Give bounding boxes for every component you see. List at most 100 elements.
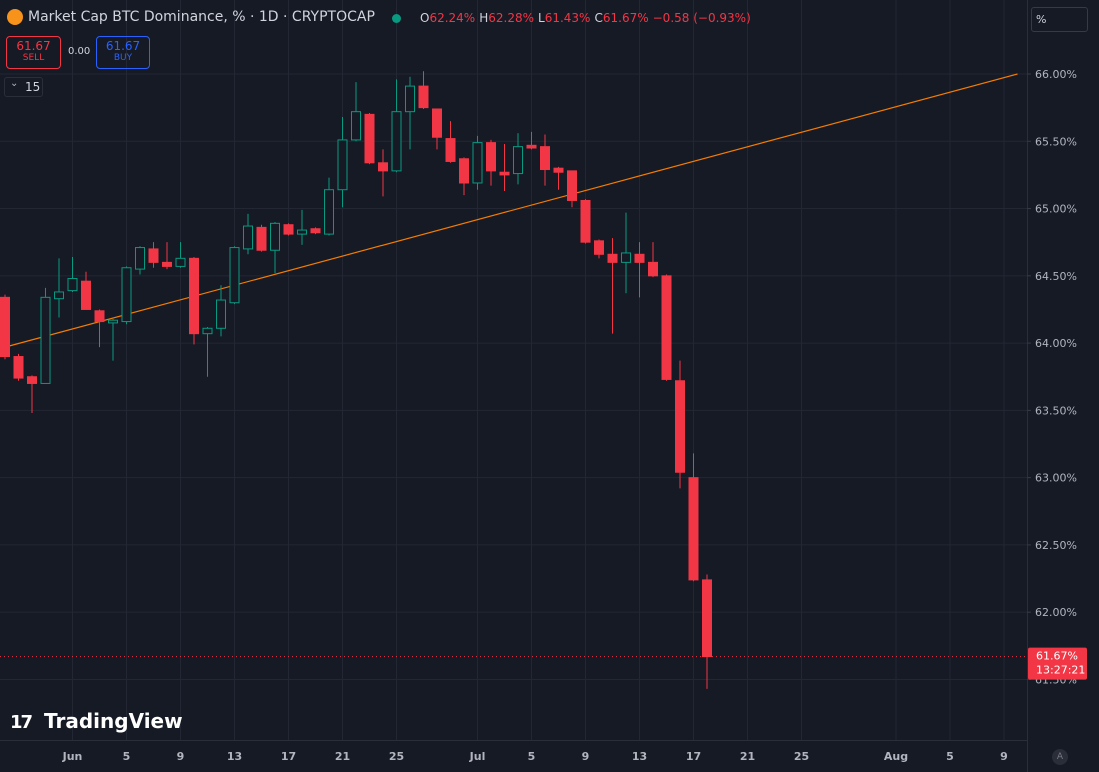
x-tick-label: 13 — [227, 750, 242, 763]
candle-body — [94, 310, 105, 323]
x-tick-label: 21 — [335, 750, 350, 763]
ohlc-key: L — [538, 11, 545, 25]
y-tick-label: 65.50% — [1035, 135, 1077, 148]
x-tick-label: 5 — [123, 750, 131, 763]
status-dot — [392, 14, 401, 23]
x-tick-label: 13 — [632, 750, 647, 763]
candle-body — [607, 253, 618, 263]
candle-body — [13, 356, 24, 379]
y-tick-label: 64.50% — [1035, 270, 1077, 283]
y-tick-label: 62.50% — [1035, 539, 1077, 552]
x-tick-label: Aug — [884, 750, 908, 763]
candle-body — [405, 85, 415, 113]
x-tick-label: 17 — [281, 750, 296, 763]
plot — [0, 71, 1027, 689]
candle-body — [270, 222, 280, 251]
candle-body — [594, 240, 604, 255]
buy-price: 61.67 — [105, 39, 141, 53]
change: −0.58 (−0.93%) — [652, 11, 751, 25]
candle-body — [0, 296, 10, 358]
scale-mode: % — [1036, 13, 1047, 26]
candle-body — [526, 144, 537, 149]
auto-scale-button[interactable]: A — [1052, 749, 1068, 765]
candle-body — [486, 142, 496, 172]
x-tick-label: Jul — [469, 750, 486, 763]
x-tick-label: 21 — [740, 750, 755, 763]
y-tick-label: 63.00% — [1035, 472, 1077, 485]
candle-body — [459, 158, 469, 184]
ohlc-value: 62.24% — [429, 11, 476, 25]
candle-body — [351, 111, 361, 141]
candle-body — [621, 252, 631, 263]
x-tick-label: 17 — [686, 750, 701, 763]
spread: 0.00 — [68, 46, 91, 57]
candle-body — [324, 189, 334, 235]
brand: TradingView — [44, 709, 183, 733]
candle-body — [148, 248, 159, 263]
buy-button[interactable]: 61.67 BUY — [96, 36, 150, 69]
candle-body — [540, 146, 550, 171]
candle-body — [297, 229, 307, 235]
x-tick-label: 25 — [794, 750, 809, 763]
ohlc-key: H — [479, 11, 489, 25]
auto-scale: A — [1056, 752, 1064, 762]
candle-body — [256, 226, 267, 251]
ohlc-key: O — [420, 11, 430, 25]
sell-price: 61.67 — [16, 39, 51, 53]
candle-body — [162, 261, 172, 267]
scale-mode-box[interactable]: % — [1031, 7, 1088, 32]
buy-label: BUY — [113, 53, 133, 63]
candle-body — [108, 319, 118, 324]
candle-body — [337, 139, 348, 191]
price-label: 61.67% — [1036, 650, 1078, 663]
sell-button[interactable]: 61.67 SELL — [6, 36, 61, 69]
chevron-icon: ⌄ — [10, 78, 19, 89]
candle-body — [67, 278, 78, 292]
x-tick-label: 9 — [1000, 750, 1008, 763]
y-tick-label: 65.00% — [1035, 203, 1077, 216]
x-tick-label: 9 — [582, 750, 590, 763]
sell-label: SELL — [22, 53, 45, 63]
quantity: 15 — [25, 80, 41, 94]
candle-body — [378, 162, 388, 172]
candle-body — [202, 327, 213, 335]
x-tick-label: 25 — [389, 750, 404, 763]
candle-body — [567, 170, 577, 201]
candle-body — [27, 376, 37, 384]
candle-body — [189, 257, 199, 335]
coin-icon — [7, 9, 23, 25]
x-tick-label: Jun — [62, 750, 83, 763]
candle-body — [445, 138, 456, 162]
candle-body — [121, 267, 132, 323]
axes: 66.00% 65.50% 65.00% 64.50% 64.00% 63.50% 63.0… — [62, 68, 1087, 763]
quantity-box[interactable]: ⌄ 15 — [4, 77, 43, 97]
candle-body — [702, 579, 712, 658]
candle-body — [175, 257, 186, 267]
candle-body — [580, 199, 591, 243]
y-tick-label: 66.00% — [1035, 68, 1077, 81]
candle-body — [135, 247, 145, 270]
candle-body — [216, 299, 226, 329]
candle-body — [54, 291, 64, 300]
candle-body — [310, 228, 321, 234]
candle-body — [229, 247, 240, 304]
candle-body — [513, 146, 523, 175]
candle-body — [40, 296, 51, 384]
y-tick-label: 64.00% — [1035, 337, 1077, 350]
candle-body — [472, 142, 483, 184]
candle-body — [553, 167, 564, 173]
ohlc-legend: O62.24% H62.28% L61.43% C61.67% −0.58 (−0.93… — [420, 11, 751, 25]
candle-body — [283, 224, 294, 235]
ohlc-value: 61.43% — [544, 11, 591, 25]
y-tick-label: 63.50% — [1035, 404, 1077, 417]
brand-logo: 17 TradingView — [10, 709, 183, 733]
x-tick-label: 5 — [528, 750, 536, 763]
ohlc-value: 62.28% — [488, 11, 535, 25]
candle-body — [648, 261, 658, 277]
candle-body — [81, 280, 91, 310]
candle-body — [634, 253, 645, 263]
price-label-box — [1028, 647, 1087, 680]
candle-body — [661, 275, 672, 380]
candle-body — [499, 171, 510, 176]
